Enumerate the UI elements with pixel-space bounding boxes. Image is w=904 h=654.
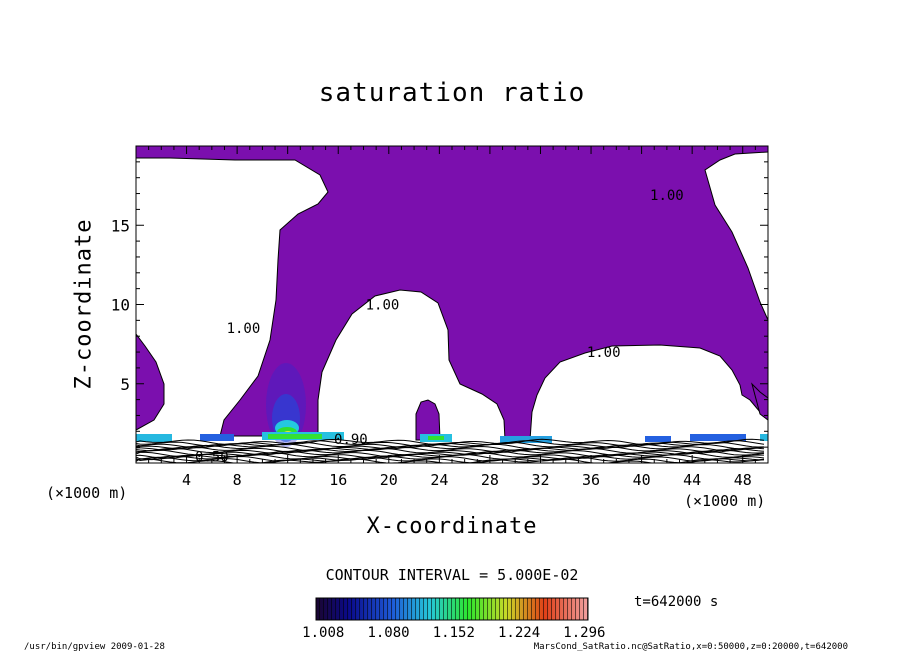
- surface-contour-line: [136, 450, 765, 458]
- x-axis-label: X-coordinate: [366, 514, 538, 539]
- x-tick-label: 12: [279, 471, 297, 489]
- surface-contour-line: [136, 453, 765, 461]
- x-tick-label: 32: [531, 471, 549, 489]
- x-tick-label: 16: [329, 471, 347, 489]
- x-tick-label: 44: [683, 471, 701, 489]
- x-axis: 4 8 12 16 20 24 28 32 36 40 44 48: [148, 146, 756, 489]
- footer-program: /usr/bin/gpview 2009-01-28: [24, 642, 165, 652]
- y-unit-label: (×1000 m): [46, 484, 128, 502]
- surface-contour-lines: [136, 438, 765, 463]
- colorbar-tick-label: 1.008: [302, 625, 344, 641]
- x-tick-label: 28: [481, 471, 499, 489]
- y-axis: 5 10 15: [111, 161, 768, 448]
- x-unit-label: (×1000 m): [684, 492, 766, 510]
- colorbar-tick-label: 1.080: [367, 625, 409, 641]
- footer-source: MarsCond_SatRatio.nc@SatRatio,x=0:50000,…: [533, 642, 848, 652]
- x-tick-label: 24: [430, 471, 448, 489]
- colorbar-tick-label: 1.296: [563, 625, 605, 641]
- y-tick-label: 10: [111, 296, 130, 315]
- x-tick-label: 20: [380, 471, 398, 489]
- x-tick-label: 8: [233, 471, 242, 489]
- surface-contour-line: [136, 456, 765, 463]
- y-axis-label: Z-coordinate: [71, 218, 97, 390]
- colorbar-tick-label: 1.224: [498, 625, 540, 641]
- contour-label: 1.00: [366, 297, 400, 313]
- x-tick-label: 36: [582, 471, 600, 489]
- contour-label: 1.00: [650, 188, 684, 204]
- saturation-contour-fill: [136, 146, 768, 441]
- contour-label: 0.90: [334, 432, 368, 448]
- colorbar-stripes: [316, 598, 588, 620]
- chart-title: saturation ratio: [318, 78, 586, 108]
- time-label: t=642000 s: [634, 594, 719, 610]
- x-tick-label: 40: [633, 471, 651, 489]
- surface-contour-line: [136, 449, 765, 456]
- x-tick-label: 48: [734, 471, 752, 489]
- contour-interval-label: CONTOUR INTERVAL = 5.000E-02: [325, 566, 579, 584]
- y-tick-label: 5: [120, 375, 130, 394]
- surface-contour-line: [136, 443, 765, 450]
- surface-contour-line: [136, 441, 765, 449]
- contour-fill-region: [136, 146, 768, 463]
- saturation-contour-fill: [136, 333, 165, 431]
- surface-contour-line: [136, 446, 765, 453]
- colorbar-tick-labels: 1.008 1.080 1.152 1.224 1.296: [302, 625, 605, 641]
- colorbar-tick-label: 1.152: [433, 625, 475, 641]
- surface-contour-line: [136, 447, 765, 455]
- contour-label: 0.50: [195, 449, 229, 465]
- saturation-contour-fill: [751, 382, 768, 421]
- x-tick-label: 4: [182, 471, 191, 489]
- surface-contour-line: [136, 444, 765, 452]
- contour-label: 1.00: [227, 321, 261, 337]
- contour-label: 1.00: [587, 345, 621, 361]
- contour-labels: 1.00 1.00 1.00 1.00 0.90 0.50: [195, 188, 684, 466]
- y-tick-label: 15: [111, 216, 130, 235]
- surface-contour-line: [136, 455, 765, 462]
